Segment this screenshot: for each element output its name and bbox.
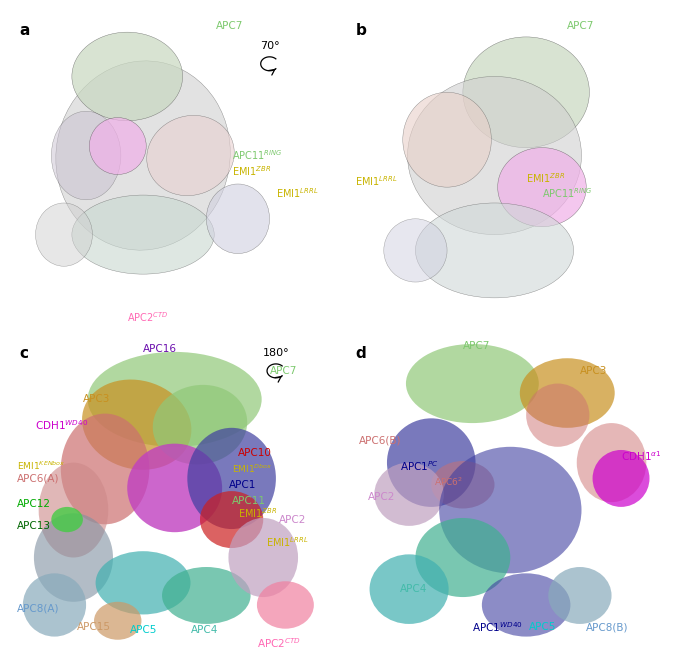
- Ellipse shape: [88, 352, 262, 447]
- Ellipse shape: [384, 219, 447, 282]
- Ellipse shape: [72, 195, 214, 274]
- Text: CDH1$^{\alpha 1}$: CDH1$^{\alpha 1}$: [621, 449, 662, 463]
- Text: APC11$^{RING}$: APC11$^{RING}$: [232, 149, 282, 162]
- Text: APC10: APC10: [238, 448, 272, 458]
- Text: EMI1$^{ZBR}$: EMI1$^{ZBR}$: [238, 506, 277, 520]
- Ellipse shape: [51, 507, 83, 532]
- Text: APC8(B): APC8(B): [586, 622, 629, 632]
- Text: 70°: 70°: [260, 41, 279, 51]
- Text: APC8(A): APC8(A): [16, 603, 59, 613]
- Text: APC7: APC7: [463, 341, 490, 351]
- Ellipse shape: [593, 450, 649, 507]
- Text: 180°: 180°: [262, 348, 289, 358]
- Text: EMI1$^{KEN box}$: EMI1$^{KEN box}$: [16, 459, 65, 472]
- Text: a: a: [20, 22, 30, 38]
- Ellipse shape: [206, 184, 270, 254]
- Text: APC15: APC15: [77, 622, 110, 632]
- Text: APC2$^{CTD}$: APC2$^{CTD}$: [257, 636, 301, 650]
- Text: b: b: [356, 22, 366, 38]
- Text: APC11: APC11: [232, 496, 266, 505]
- Ellipse shape: [23, 573, 86, 637]
- Text: EMI1$^{LRRL}$: EMI1$^{LRRL}$: [356, 174, 398, 188]
- Text: APC3: APC3: [580, 366, 608, 376]
- Ellipse shape: [229, 518, 298, 597]
- Ellipse shape: [439, 447, 582, 573]
- Ellipse shape: [34, 513, 113, 602]
- Text: APC2: APC2: [368, 492, 395, 502]
- Ellipse shape: [96, 551, 190, 614]
- Text: EMI1$^{ZBR}$: EMI1$^{ZBR}$: [526, 171, 565, 185]
- Ellipse shape: [72, 32, 183, 121]
- Text: APC16: APC16: [143, 344, 177, 354]
- Ellipse shape: [89, 117, 146, 175]
- Text: EMI1$^{ZBR}$: EMI1$^{ZBR}$: [232, 165, 271, 178]
- Ellipse shape: [387, 418, 475, 507]
- Ellipse shape: [408, 76, 582, 235]
- Text: APC3: APC3: [83, 394, 110, 405]
- Text: CDH1$^{WD40}$: CDH1$^{WD40}$: [36, 418, 89, 432]
- Text: APC7: APC7: [270, 366, 297, 376]
- Ellipse shape: [415, 203, 573, 298]
- Ellipse shape: [498, 148, 586, 227]
- Ellipse shape: [36, 203, 92, 266]
- Ellipse shape: [370, 554, 449, 624]
- Text: EMI1$^{LRRL}$: EMI1$^{LRRL}$: [266, 535, 309, 548]
- Text: APC2$^{CTD}$: APC2$^{CTD}$: [127, 310, 169, 324]
- Text: APC1: APC1: [229, 480, 256, 490]
- Text: APC5: APC5: [130, 625, 158, 635]
- Text: APC7: APC7: [216, 21, 243, 31]
- Ellipse shape: [82, 380, 191, 470]
- Text: APC6$^{2}$: APC6$^{2}$: [434, 475, 464, 488]
- Text: c: c: [20, 345, 29, 360]
- Ellipse shape: [406, 344, 539, 423]
- Text: EMI1$^{LRRL}$: EMI1$^{LRRL}$: [276, 186, 319, 200]
- Text: APC6(B): APC6(B): [358, 436, 401, 445]
- Ellipse shape: [257, 581, 314, 629]
- Ellipse shape: [526, 384, 589, 447]
- Ellipse shape: [51, 111, 121, 200]
- Text: APC12: APC12: [16, 499, 51, 509]
- Text: APC1$^{WD40}$: APC1$^{WD40}$: [473, 620, 523, 634]
- Text: APC7: APC7: [567, 21, 595, 31]
- Ellipse shape: [200, 491, 263, 548]
- Ellipse shape: [374, 463, 444, 526]
- Ellipse shape: [147, 115, 234, 196]
- Text: APC5: APC5: [530, 622, 557, 632]
- Text: d: d: [356, 345, 366, 360]
- Text: APC2: APC2: [279, 515, 306, 525]
- Ellipse shape: [127, 444, 222, 532]
- Ellipse shape: [548, 567, 612, 624]
- Text: APC4: APC4: [190, 625, 218, 635]
- Ellipse shape: [38, 463, 108, 558]
- Text: APC1$^{PC}$: APC1$^{PC}$: [399, 459, 438, 473]
- Ellipse shape: [187, 428, 276, 529]
- Text: EMI1$^{D box}$: EMI1$^{D box}$: [232, 463, 272, 475]
- Ellipse shape: [577, 423, 647, 502]
- Text: APC13: APC13: [16, 521, 51, 531]
- Text: APC6(A): APC6(A): [16, 473, 59, 484]
- Ellipse shape: [415, 518, 510, 597]
- Ellipse shape: [482, 573, 571, 637]
- Ellipse shape: [94, 602, 142, 640]
- Text: APC11$^{RING}$: APC11$^{RING}$: [542, 186, 593, 200]
- Text: APC4: APC4: [399, 584, 427, 594]
- Ellipse shape: [432, 461, 495, 509]
- Ellipse shape: [55, 61, 230, 250]
- Ellipse shape: [463, 37, 589, 148]
- Ellipse shape: [162, 567, 251, 624]
- Ellipse shape: [61, 414, 149, 525]
- Ellipse shape: [153, 385, 247, 465]
- Ellipse shape: [403, 92, 491, 187]
- Ellipse shape: [520, 358, 614, 428]
